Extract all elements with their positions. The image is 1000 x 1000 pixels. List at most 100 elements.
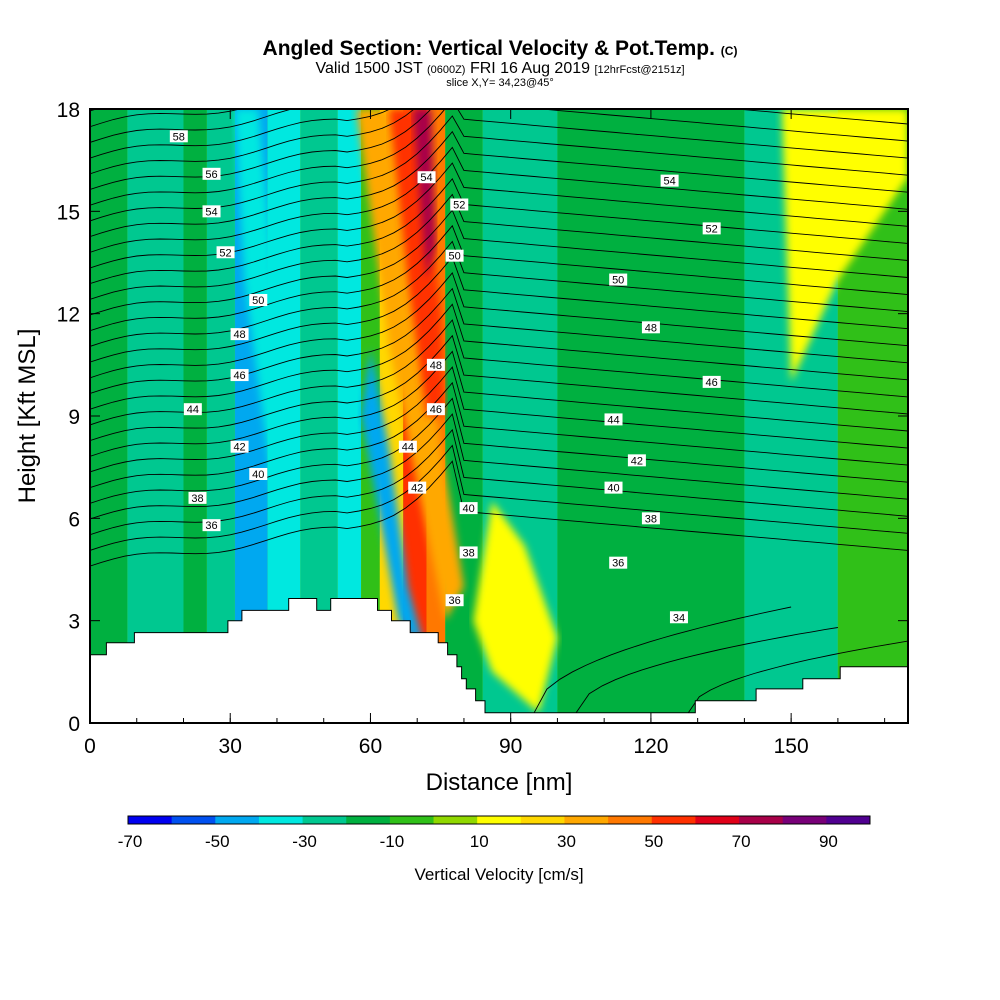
contour-label-bg — [627, 454, 646, 467]
theta-contour — [90, 366, 908, 473]
theta-contour — [90, 109, 908, 206]
theta-contour — [90, 256, 908, 363]
y-tick-label: 3 — [68, 611, 80, 634]
theta-contour — [90, 109, 908, 190]
x-tick-label: 90 — [499, 735, 522, 758]
theta-contour — [90, 413, 908, 520]
theta-contour — [90, 224, 908, 332]
contour-label: 38 — [645, 513, 657, 525]
theta-contour — [90, 146, 908, 253]
colorbar-tick-label: -50 — [205, 832, 230, 851]
contour-label: 36 — [448, 595, 460, 607]
colorbar-swatch — [608, 816, 653, 824]
theta-contour — [90, 209, 908, 316]
contour-label: 38 — [462, 547, 474, 559]
terrain — [90, 598, 908, 723]
contour-label-bg — [609, 556, 628, 569]
chart-subsubtitle: slice X,Y= 34,23@45° — [446, 77, 554, 89]
contour-label-bg — [202, 519, 221, 532]
velocity-bands — [90, 109, 908, 723]
y-axis-label: Height [Kft MSL] — [14, 329, 41, 504]
contour-label: 48 — [233, 329, 245, 341]
theta-contour — [90, 177, 908, 285]
contour-label: 50 — [448, 251, 460, 263]
contour-label-bg — [641, 512, 660, 525]
contour-label-bg — [216, 246, 235, 259]
contour-label-bg — [459, 502, 478, 515]
contour-label: 50 — [612, 275, 624, 287]
contour-label-bg — [609, 273, 628, 286]
updraft-orange — [356, 109, 464, 621]
contour-label: 46 — [430, 404, 442, 416]
contour-label: 36 — [205, 520, 217, 532]
subtitle-date: FRI 16 Aug 2019 — [469, 60, 591, 77]
contour-label-bg — [249, 294, 268, 307]
colorbar-swatch — [782, 816, 827, 824]
contour-label-bg — [459, 546, 478, 559]
colorbar-swatch — [695, 816, 740, 824]
title-text: Angled Section: Vertical Velocity & Pot.… — [262, 37, 715, 60]
contour-label: 46 — [233, 370, 245, 382]
y-tick-label: 6 — [68, 508, 80, 531]
colorbar-swatch — [826, 816, 871, 824]
theta-contour — [90, 240, 908, 347]
theta-contour — [90, 272, 908, 379]
colorbar-tick-label: -70 — [118, 832, 143, 851]
contour-label-bg — [702, 222, 721, 235]
colorbar-swatch — [739, 816, 784, 824]
theta-contour — [90, 397, 908, 504]
theta-contour — [90, 287, 908, 394]
contour-label: 46 — [706, 377, 718, 389]
colorbar-swatch — [651, 816, 696, 824]
contour-label: 44 — [187, 404, 199, 416]
contour-label-bg — [417, 171, 436, 184]
contour-label-bg — [445, 249, 464, 262]
contour-label-bg — [230, 440, 249, 453]
colorbar-tick-label: 50 — [644, 832, 663, 851]
theta-contour — [533, 606, 792, 714]
velocity-band — [127, 109, 184, 723]
theta-contour — [90, 350, 908, 457]
theta-contour — [90, 319, 908, 426]
updraft-red — [389, 109, 446, 416]
theta-contours — [90, 109, 908, 714]
colorbar-swatch — [258, 816, 304, 824]
theta-contour — [575, 627, 838, 714]
title-block: Angled Section: Vertical Velocity & Pot.… — [0, 38, 1000, 90]
x-tick-label: 120 — [633, 735, 668, 758]
contour-label-bg — [188, 491, 207, 504]
contour-label: 52 — [453, 200, 465, 212]
theta-contour — [90, 193, 908, 300]
colorbar-swatch — [564, 816, 609, 824]
theta-contour — [90, 109, 294, 143]
contour-label: 52 — [219, 247, 231, 259]
contour-label: 48 — [430, 360, 442, 372]
colorbar-tick-label: -10 — [380, 832, 405, 851]
colorbar: -70 -50 -30 -10 10 30 50 70 90 — [118, 815, 871, 851]
x-tick-label: 60 — [359, 735, 382, 758]
contour-label: 56 — [205, 169, 217, 181]
x-tick-label: 150 — [774, 735, 809, 758]
contour-label-bg — [183, 403, 202, 416]
contour-label: 42 — [631, 455, 643, 467]
contour-label: 44 — [607, 414, 619, 426]
subtitle-valid: Valid 1500 JST — [315, 60, 423, 77]
theta-contour — [90, 303, 908, 410]
contour-label: 54 — [205, 206, 217, 218]
theta-contour — [90, 381, 908, 489]
chart-subtitle: Valid 1500 JST (0600Z) FRI 16 Aug 2019 [… — [0, 60, 1000, 77]
contour-label-bg — [702, 375, 721, 388]
velocity-band — [183, 109, 207, 723]
colorbar-swatch — [215, 816, 260, 824]
plot-area: 58 56 54 52 50 48 46 44 42 40 38 36 54 52 50 48 46 44 42 40… — [90, 109, 908, 723]
contour-label: 34 — [673, 612, 685, 624]
x-tick-label: 0 — [84, 735, 96, 758]
contour-label: 54 — [663, 176, 675, 188]
contour-label: 40 — [607, 483, 619, 495]
updraft-lowlevel — [473, 501, 558, 713]
contour-label-bg — [604, 481, 623, 494]
chart-title: Angled Section: Vertical Velocity & Pot.… — [0, 38, 1000, 62]
y-tick-label: 9 — [68, 406, 80, 429]
theta-contour — [90, 460, 908, 567]
